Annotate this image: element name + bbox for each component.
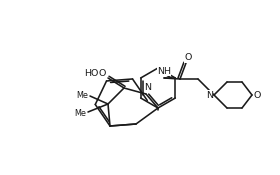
Text: HO: HO — [84, 69, 98, 79]
Text: O: O — [184, 54, 192, 62]
Text: N: N — [206, 90, 213, 100]
Text: Me: Me — [74, 108, 86, 117]
Text: O: O — [254, 90, 261, 100]
Text: N: N — [144, 82, 151, 92]
Text: Me: Me — [76, 90, 88, 100]
Text: O: O — [98, 69, 106, 79]
Text: NH: NH — [157, 66, 171, 75]
